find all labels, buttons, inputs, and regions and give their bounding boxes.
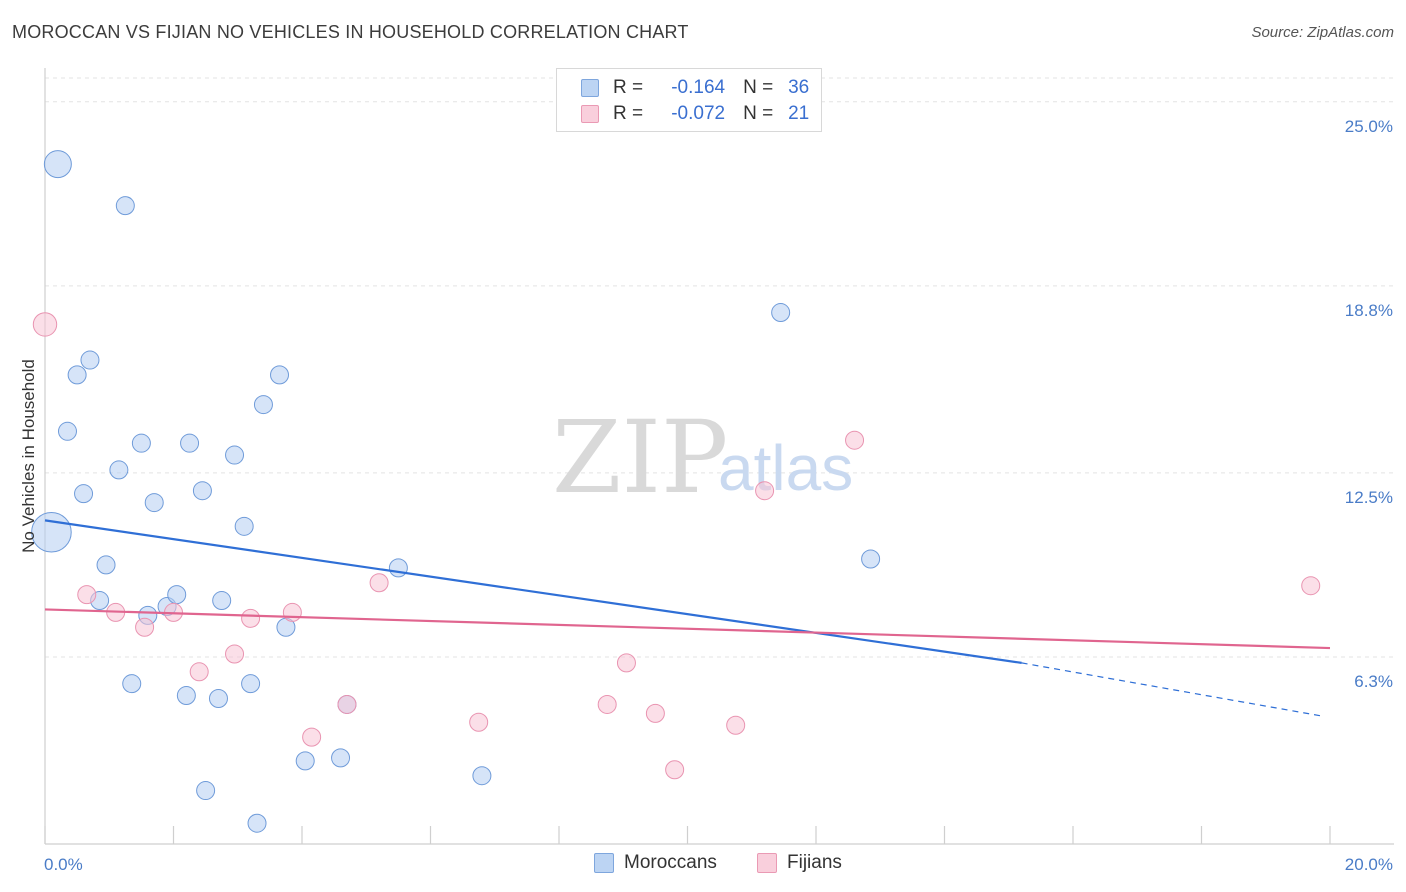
moroccans-point <box>96 555 116 575</box>
moroccans-point <box>225 445 245 465</box>
fijians-point <box>665 760 685 780</box>
axes <box>44 68 1394 845</box>
legend-label-moroccans: Moroccans <box>624 852 717 873</box>
moroccans-trend-extension <box>1021 662 1324 717</box>
y-tick-label: 12.5% <box>1345 488 1393 507</box>
y-tick-label: 6.3% <box>1354 672 1393 691</box>
fijians-point <box>616 653 636 673</box>
moroccans-point <box>241 674 261 694</box>
moroccans-point <box>167 585 187 605</box>
fijians-point <box>469 712 489 732</box>
moroccans-swatch <box>581 79 599 97</box>
legend-row-moroccans: R = -0.164 N = 36 <box>581 76 809 100</box>
legend-r-value: -0.072 <box>671 103 726 124</box>
moroccans-point <box>131 433 151 453</box>
moroccans-point <box>180 433 200 453</box>
moroccans-point <box>144 493 164 513</box>
moroccans-point <box>80 350 100 370</box>
moroccans-swatch <box>594 853 614 873</box>
fijians-swatch <box>581 105 599 123</box>
legend-n-value: 36 <box>788 77 810 98</box>
gridlines <box>45 77 1394 658</box>
y-tick-label: 25.0% <box>1345 117 1393 136</box>
fijians-point <box>32 312 58 337</box>
x-tick-label-min: 0.0% <box>44 855 83 874</box>
moroccans-point <box>212 591 232 611</box>
moroccans-point <box>331 748 351 768</box>
moroccans-point <box>771 303 791 323</box>
moroccans-point <box>861 549 881 569</box>
chart-title: MOROCCAN VS FIJIAN NO VEHICLES IN HOUSEH… <box>12 22 689 42</box>
moroccans-point <box>192 481 212 501</box>
moroccans-point <box>270 365 290 385</box>
moroccans-point <box>295 751 315 771</box>
fijians-point <box>645 703 665 723</box>
legend-r-value: -0.164 <box>671 77 726 98</box>
fijians-point <box>241 608 261 628</box>
legend-n-label: N = <box>743 103 774 124</box>
correlation-legend: R = -0.164 N = 36 R = -0.072 N = 21 <box>556 68 822 132</box>
moroccans-point <box>109 460 129 480</box>
fijians-point <box>845 430 865 450</box>
fijians-point <box>135 617 155 637</box>
legend-n-label: N = <box>743 77 774 98</box>
source-credit: Source: ZipAtlas.com <box>1251 24 1394 41</box>
y-tick-label: 18.8% <box>1345 301 1393 320</box>
data-points <box>31 150 1321 833</box>
moroccans-point <box>208 689 228 709</box>
fijians-point <box>337 694 357 714</box>
moroccans-point <box>57 421 77 441</box>
moroccans-point <box>253 395 273 415</box>
series-legend: Moroccans Fijians <box>0 852 1406 876</box>
tick-labels: 6.3% 12.5% 18.8% 25.0% 0.0% 20.0% <box>44 117 1393 874</box>
legend-r-label: R = <box>613 103 644 124</box>
moroccans-point <box>472 766 492 786</box>
fijians-point <box>225 644 245 664</box>
legend-r-label: R = <box>613 77 644 98</box>
legend-label-fijians: Fijians <box>787 852 842 873</box>
fijians-swatch <box>757 853 777 873</box>
legend-n-value: 21 <box>788 103 810 124</box>
moroccans-point <box>247 813 267 833</box>
moroccans-point <box>74 484 94 504</box>
moroccans-point <box>122 674 142 694</box>
x-tick-label-max: 20.0% <box>1345 855 1393 874</box>
moroccans-point <box>67 365 87 385</box>
fijians-trend-line <box>44 608 1331 650</box>
moroccans-point <box>115 196 135 216</box>
moroccans-point <box>388 558 408 578</box>
moroccans-point <box>196 781 216 801</box>
legend-item-moroccans[interactable]: Moroccans <box>594 852 717 874</box>
y-axis-label: No Vehicles in Household <box>19 359 38 553</box>
fijians-point <box>302 727 322 747</box>
moroccans-point <box>176 686 196 706</box>
fijians-point <box>726 715 746 735</box>
fijians-point <box>282 602 302 622</box>
moroccans-trend-line <box>44 519 1022 664</box>
moroccans-point <box>234 516 254 536</box>
fijians-point <box>77 585 97 605</box>
watermark-atlas: atlas <box>718 432 853 504</box>
legend-item-fijians[interactable]: Fijians <box>757 852 842 874</box>
fijians-point <box>369 573 389 593</box>
watermark-zip: ZIP <box>552 399 728 516</box>
fijians-point <box>755 481 775 501</box>
legend-row-fijians: R = -0.072 N = 21 <box>581 102 809 126</box>
fijians-point <box>597 694 617 714</box>
trend-lines <box>44 519 1331 717</box>
fijians-point <box>189 662 209 682</box>
moroccans-point <box>43 150 72 179</box>
fijians-point <box>1301 576 1321 596</box>
